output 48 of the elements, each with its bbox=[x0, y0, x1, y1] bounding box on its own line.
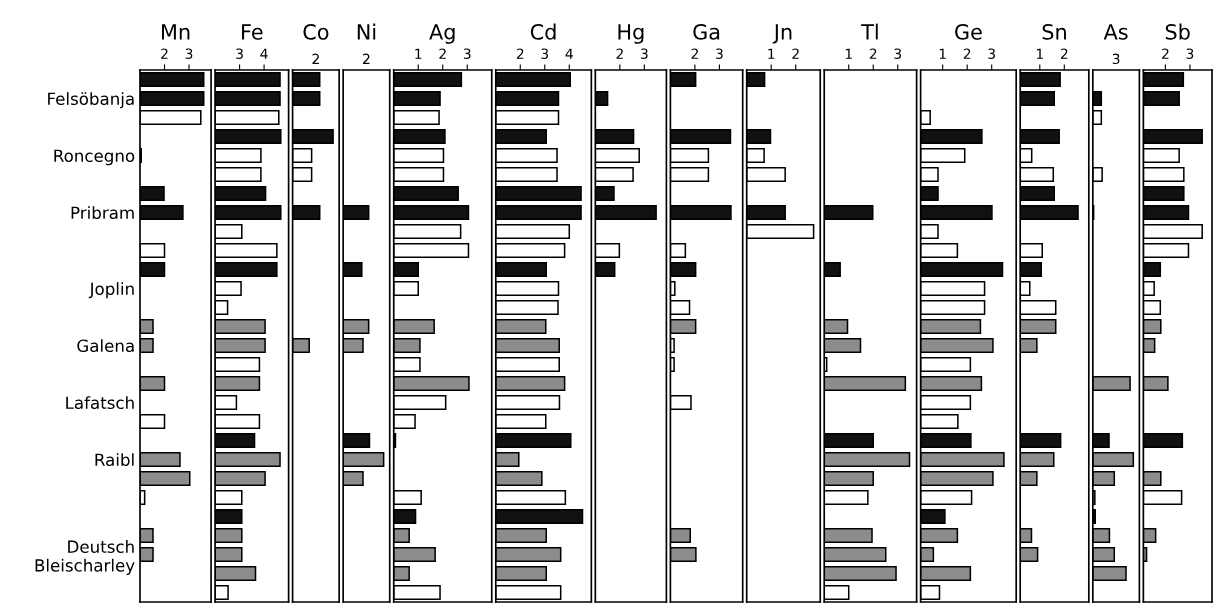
x-tick-label: 1 bbox=[939, 48, 946, 59]
x-tick-label: 3 bbox=[463, 48, 471, 59]
x-tick-label: 4 bbox=[565, 48, 573, 59]
chart-title: Ge bbox=[955, 23, 982, 40]
x-tick-label: 2 bbox=[439, 48, 446, 59]
x-tick-label: 1 bbox=[845, 48, 852, 59]
x-tick-label: 2 bbox=[963, 48, 971, 59]
y-tick-label: Raibl bbox=[95, 453, 134, 467]
chart-title: Ag bbox=[429, 24, 455, 44]
x-tick-label: 2 bbox=[1162, 48, 1169, 59]
chart-title: Fe bbox=[242, 24, 263, 40]
chart-title: Jn bbox=[772, 24, 792, 44]
x-tick-label: 1 bbox=[1036, 48, 1043, 59]
x-tick-label: 3 bbox=[185, 48, 193, 59]
chart-title: Hg bbox=[618, 24, 644, 44]
y-tick-label: Pribram bbox=[71, 206, 134, 220]
x-tick-label: 4 bbox=[260, 48, 268, 59]
chart-title: Sb bbox=[1165, 23, 1190, 40]
x-tick-label: 3 bbox=[1186, 48, 1194, 59]
x-tick-label: 2 bbox=[616, 48, 623, 59]
x-tick-label: 2 bbox=[869, 48, 877, 59]
y-tick-label: Galena bbox=[77, 339, 134, 353]
chart-title: As bbox=[1103, 24, 1128, 40]
x-tick-label: 2 bbox=[516, 48, 524, 59]
x-tick-label: 1 bbox=[768, 48, 775, 59]
chart-title: Co bbox=[303, 23, 329, 40]
y-tick-label: Joplin bbox=[88, 282, 134, 299]
y-tick-label: Lafatsch bbox=[66, 396, 134, 410]
y-tick-label: Felsöbanja bbox=[48, 92, 134, 109]
x-tick-label: 2 bbox=[691, 48, 698, 59]
y-tick-label: Deutsch Bleischarley bbox=[35, 540, 135, 575]
chart-title: Mn bbox=[161, 24, 190, 40]
chart-title: Ni bbox=[357, 23, 376, 40]
x-tick-label: 3 bbox=[894, 48, 902, 59]
x-tick-label: 3 bbox=[716, 48, 723, 59]
x-tick-label: 2 bbox=[161, 48, 168, 59]
x-tick-label: 2 bbox=[1060, 48, 1068, 59]
x-tick-label: 1 bbox=[415, 48, 422, 59]
x-tick-label: 2 bbox=[792, 48, 799, 59]
x-tick-label: 3 bbox=[541, 48, 549, 59]
chart-title: Sn bbox=[1042, 23, 1066, 40]
x-tick-label: 3 bbox=[640, 48, 648, 59]
x-tick-label: 3 bbox=[988, 48, 995, 59]
chart-title: Cd bbox=[530, 23, 556, 40]
x-tick-label: 3 bbox=[236, 48, 243, 59]
chart-title: Tl bbox=[861, 23, 878, 40]
chart-title: Ga bbox=[693, 23, 720, 40]
y-tick-label: Roncegno bbox=[54, 149, 135, 166]
